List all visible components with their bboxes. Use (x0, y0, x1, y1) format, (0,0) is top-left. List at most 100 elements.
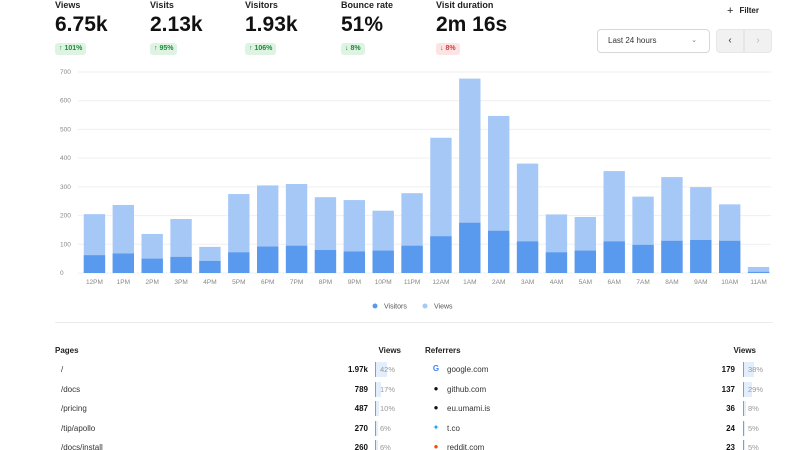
row-views-value: 270 (354, 423, 368, 433)
bar-visitors[interactable] (314, 250, 337, 273)
x-axis-ticks: 12PM 1PM 2PM 3PM 4PM 5PM 6PM 7PM 8PM 9PM 10PM 11PM 1… (86, 279, 767, 286)
legend-label[interactable]: Visitors (384, 304, 407, 311)
table-row[interactable]: /docs 789 17% (55, 380, 396, 400)
row-views-value: 179 (721, 365, 735, 374)
date-range-value: Last 24 hours (608, 36, 657, 45)
row-percent: 8% (748, 404, 759, 413)
row-percent-bar: 42% (375, 362, 403, 377)
table-row[interactable]: /pricing 487 10% (55, 399, 396, 419)
pages-views-header: Views (378, 346, 401, 355)
x-tick-label: 5PM (232, 279, 245, 286)
date-range-select[interactable]: Last 24 hours ⌄ (597, 29, 710, 53)
filter-label: Filter (739, 6, 759, 15)
bar-visitors[interactable] (401, 245, 423, 273)
bar-visitors[interactable] (343, 251, 365, 273)
metric-change-badge: ↓ 8% (436, 43, 460, 55)
table-row[interactable]: /tip/apollo 270 6% (55, 419, 394, 439)
page-path[interactable]: /pricing (61, 404, 87, 413)
bar-visitors[interactable] (199, 260, 221, 273)
referrer-label[interactable]: github.com (447, 384, 487, 394)
row-percent-bar: 38% (743, 362, 771, 377)
bar-visitors[interactable] (516, 241, 539, 273)
percent-fill (744, 440, 746, 450)
page-path[interactable]: /docs (61, 384, 81, 394)
metric-views[interactable]: Views 6.75k ↑ 101% (55, 0, 150, 55)
reddit-icon: ● (433, 442, 439, 450)
x-tick-label: 9AM (694, 279, 707, 286)
chevron-right-icon: › (756, 35, 760, 46)
bar-visitors[interactable] (747, 271, 770, 273)
metric-change-badge: ↓ 8% (341, 43, 365, 55)
x-tick-label: 8AM (665, 279, 678, 286)
bar-visitors[interactable] (285, 245, 308, 273)
table-row[interactable]: ● github.com 137 29% (425, 380, 771, 400)
metric-bounce-rate[interactable]: Bounce rate 51% ↓ 8% (341, 0, 436, 55)
bar-visitors[interactable] (257, 246, 279, 273)
referrer-label[interactable]: reddit.com (447, 443, 485, 450)
metric-label: Visitors (245, 0, 278, 10)
bar-visitors[interactable] (545, 252, 568, 273)
bar-visitors[interactable] (430, 236, 452, 273)
pages-panel-header: Pages Views (55, 346, 401, 360)
metric-visit-duration[interactable]: Visit duration 2m 16s ↓ 8% (436, 0, 546, 55)
y-tick-label: 0 (60, 270, 64, 277)
table-row[interactable]: ● reddit.com 23 5% (425, 438, 771, 450)
metric-visitors[interactable]: Visitors 1.93k ↑ 106% (245, 0, 341, 55)
bar-visitors[interactable] (661, 240, 683, 273)
row-views-value: 487 (354, 404, 368, 413)
row-percent: 17% (380, 384, 396, 394)
metrics-bar: Views 6.75k ↑ 101% Visits 2.13k ↑ 95% Vi… (55, 0, 546, 55)
page-path[interactable]: /docs/install (61, 443, 103, 450)
bar-visitors[interactable] (228, 252, 250, 273)
referrer-label[interactable]: google.com (447, 365, 489, 374)
percent-fill (376, 362, 388, 377)
table-row[interactable]: ✦ t.co 24 5% (425, 419, 771, 439)
bar-visitors[interactable] (459, 222, 481, 273)
metric-visits[interactable]: Visits 2.13k ↑ 95% (150, 0, 245, 55)
row-percent: 10% (380, 404, 396, 413)
referrers-panel-header: Referrers Views (425, 346, 771, 360)
page-path[interactable]: /tip/apollo (61, 423, 96, 433)
bar-visitors[interactable] (632, 244, 654, 273)
bar-visitors[interactable] (170, 256, 192, 273)
github-icon: ● (433, 383, 439, 393)
twitter-icon: ✦ (432, 422, 440, 432)
bar-visitors[interactable] (372, 250, 394, 273)
bar-visitors[interactable] (690, 239, 712, 273)
bar-visitors[interactable] (574, 250, 596, 273)
x-tick-label: 7AM (636, 279, 649, 286)
y-tick-label: 400 (60, 155, 71, 162)
table-row[interactable]: ● eu.umami.is 36 8% (425, 399, 771, 419)
bar-visitors[interactable] (488, 230, 510, 273)
chart-grid (78, 71, 771, 274)
table-row[interactable]: /docs/install 260 6% (55, 438, 394, 450)
legend-label[interactable]: Views (434, 304, 453, 311)
x-tick-label: 7PM (290, 279, 303, 286)
x-tick-label: 11AM (750, 279, 767, 286)
row-percent-bar: 29% (743, 381, 771, 397)
previous-period-button[interactable]: ‹ (716, 29, 744, 53)
percent-fill (744, 381, 752, 397)
table-row[interactable]: / 1.97k 42% (55, 360, 395, 380)
bar-visitors[interactable] (83, 255, 106, 273)
next-period-button[interactable]: › (744, 29, 772, 53)
bar-views[interactable] (747, 266, 770, 273)
referrer-label[interactable]: eu.umami.is (447, 404, 491, 413)
bar-visitors[interactable] (719, 240, 741, 273)
google-icon: G (432, 364, 440, 373)
pages-panel: Pages Views / 1.97k 42% /docs 789 17% /pricing… (55, 346, 401, 450)
y-tick-label: 500 (60, 126, 71, 133)
filter-button[interactable]: + Filter (727, 5, 759, 16)
bar-visitors[interactable] (141, 258, 163, 273)
percent-fill (376, 401, 379, 416)
chart-legend: Visitors Views (372, 303, 453, 311)
bar-visitors[interactable] (603, 241, 625, 273)
percent-fill (376, 440, 378, 450)
bar-visitors[interactable] (112, 253, 134, 273)
page-path[interactable]: / (61, 365, 64, 374)
y-axis-ticks: 0 100 200 300 400 500 600 700 (60, 69, 71, 277)
row-percent-bar: 5% (743, 420, 771, 436)
referrer-label[interactable]: t.co (447, 423, 460, 433)
